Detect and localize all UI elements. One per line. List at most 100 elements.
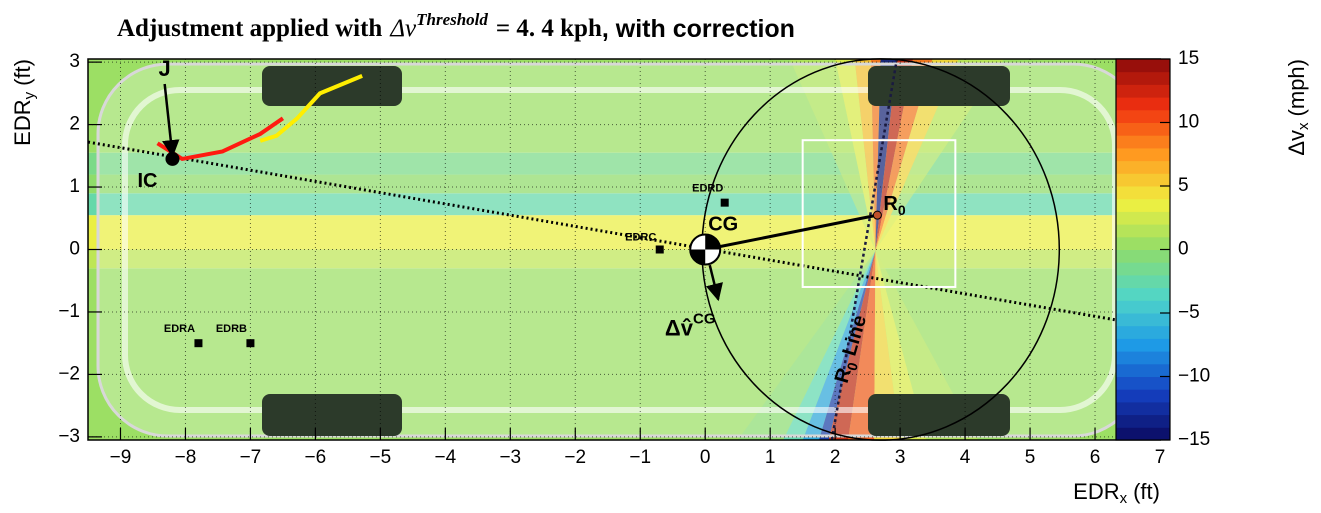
y-tick-label: −1 [58,301,80,322]
fan-wedge [737,250,876,440]
colorbar-cell [1116,122,1170,136]
colorbar-cell [1116,236,1170,250]
overlay: −9 −8 −7 −6 −5 −4 −3 −2 −1 0 1 2 3 4 5 6 7−3−2−10123R0Li… [58,51,1165,468]
text-run: EDR [1073,479,1119,504]
point [872,210,882,220]
colorbar-cell [1116,414,1170,428]
heat-band [88,249,1160,269]
colorbar-cell [1116,97,1170,111]
r0-line [830,58,899,441]
x-tick-label: 6 [1090,447,1101,468]
colorbar-cell [1116,274,1170,289]
y-tick-label: −2 [58,363,80,384]
point-label: EDRA [164,323,195,335]
y-axis-label: EDRy (ft) [10,59,38,146]
box [801,139,957,288]
point-label: EDRD [692,183,723,195]
text-run: Δv [1284,130,1309,156]
colorbar-cell [1116,401,1170,416]
text-run: J [159,56,171,81]
z-tick-label: 5 [1178,175,1189,196]
fan-wedge [875,250,927,440]
text-run: , with correction [602,15,795,43]
fan-wedge [875,59,1005,251]
fan-wedge [875,59,914,251]
z-tick-label: −5 [1178,302,1200,323]
text-run: 0 [898,202,906,218]
x-tick-label: −3 [499,447,521,468]
tire [262,66,402,106]
fan-wedge [835,59,876,251]
y-tick-label: 1 [69,176,80,197]
colorbar-cell [1116,363,1170,377]
colorbar-cell [1116,300,1170,314]
point [720,198,729,207]
point [194,339,203,348]
arrow-label: J [159,56,171,81]
arrow [162,83,180,158]
x-tick-label: −9 [110,447,132,468]
fan-wedge [802,250,876,440]
text-run: EDR [10,99,35,145]
colorbar-cell [1116,109,1170,123]
tire [868,66,1010,106]
trajectory [259,74,363,143]
colorbar-cell [1116,211,1170,225]
z-tick-label: −15 [1178,429,1210,450]
x-tick-label: 1 [765,447,776,468]
point [655,245,664,254]
text-run: (mph) [1284,59,1309,116]
colorbar-cell [1116,224,1170,238]
text-run: Threshold [416,10,488,29]
colorbar-cell [1116,325,1170,339]
z-axis-label: Δvx (mph) [1284,59,1312,156]
text-run: CG [693,310,716,327]
x-tick-label: 5 [1025,447,1036,468]
y-tick-label: −3 [58,426,80,447]
cg-r0-line [704,213,878,251]
fan-wedge [875,59,897,251]
x-tick-label: −8 [175,447,197,468]
x-tick-label: −6 [305,447,327,468]
text-run: x [1295,122,1312,130]
z-tick-label: 15 [1178,48,1199,69]
tire [868,394,1010,436]
text-run: (ft) [1133,479,1160,504]
colorbar-cell [1116,351,1170,365]
fan-wedge [854,59,876,251]
x-tick-label: −2 [564,447,586,468]
heat-band [88,215,1160,250]
colorbar-cell [1116,160,1170,174]
text-run: x [1120,490,1128,507]
colorbar-cell [1116,84,1170,98]
y-tick-label: 2 [69,114,80,135]
z-tick-label: 0 [1178,239,1189,260]
y-tick-label: 0 [69,239,80,260]
text-run: R [831,365,856,385]
text-run: EDRC [625,231,656,243]
point-label: IC [137,170,157,192]
cg-quadrant [705,234,721,250]
text-run: EDRA [164,323,195,335]
colorbar-cell [1116,313,1170,327]
x-tick-label: 0 [700,447,711,468]
z-tick-label: −10 [1178,366,1210,387]
z-tick-label: 10 [1178,112,1199,133]
point [246,339,255,348]
fan-wedge [789,59,876,251]
text-run: CG [708,214,738,236]
y-tick-label: 3 [69,51,80,72]
text-run: y [21,91,38,99]
colorbar-cell [1116,147,1170,162]
arrow-label: Δv̂CG [665,310,716,340]
text-run: Δv̂ [665,315,694,340]
fan-wedge [818,250,876,440]
text-run: IC [137,170,157,192]
x-tick-label: −5 [370,447,392,468]
text-run: Δv [389,15,417,42]
fan-wedge [875,59,959,251]
colorbar-cell [1116,59,1170,73]
colorbar-cell [1116,262,1170,276]
colorbar-cell [1116,389,1170,403]
